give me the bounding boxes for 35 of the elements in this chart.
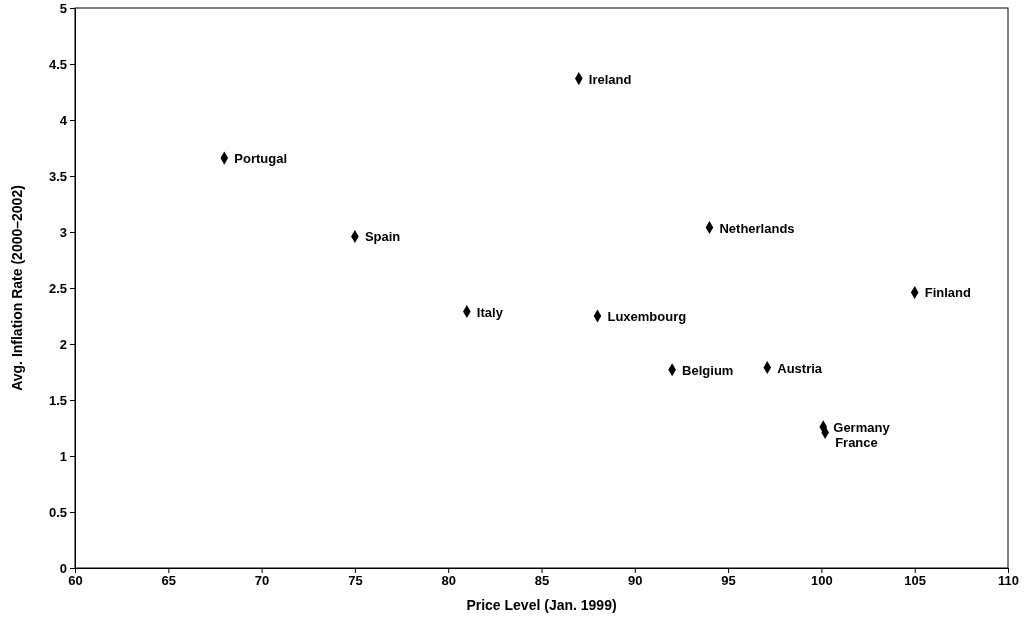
annotation: France	[835, 434, 878, 450]
x-tick-label: 60	[68, 573, 83, 589]
y-tick-label: 0	[59, 560, 67, 576]
x-tick-label: 110	[998, 573, 1019, 589]
y-tick-label: 1.5	[48, 392, 67, 408]
x-tick-label: 90	[628, 573, 643, 589]
annotation: Austria	[777, 360, 823, 376]
y-tick-label: 3.5	[48, 168, 67, 184]
annotation: Belgium	[682, 362, 734, 378]
y-tick-label: 4	[59, 112, 68, 128]
x-tick-label: 95	[721, 573, 736, 589]
y-tick-label: 2.5	[48, 280, 67, 296]
y-axis-title: Avg. Inflation Rate (2000–2002)	[9, 185, 25, 391]
annotation: Italy	[476, 304, 504, 320]
x-tick-label: 80	[441, 573, 456, 589]
x-tick-label: 75	[348, 573, 363, 589]
x-tick-label: 105	[904, 573, 927, 589]
y-tick-label: 4.5	[48, 56, 67, 72]
annotation: Germany	[833, 419, 891, 435]
x-tick-label: 70	[254, 573, 270, 589]
x-tick-label: 100	[811, 573, 833, 589]
annotation: Finland	[924, 285, 971, 301]
x-tick-label: 85	[534, 573, 550, 589]
y-tick-label: 2	[59, 336, 67, 352]
annotation: Portugal	[234, 151, 288, 167]
x-axis-title: Price Level (Jan. 1999)	[466, 597, 617, 613]
y-tick-label: 5	[59, 0, 67, 16]
y-tick-label: 0.5	[48, 504, 67, 520]
annotation: Luxembourg	[607, 309, 687, 324]
x-tick-label: 65	[161, 573, 177, 589]
annotation: Netherlands	[719, 220, 795, 236]
y-tick-label: 3	[59, 224, 67, 240]
annotation: Ireland	[588, 71, 632, 87]
y-tick-label: 1	[59, 448, 67, 464]
annotation: Spain	[364, 229, 401, 245]
